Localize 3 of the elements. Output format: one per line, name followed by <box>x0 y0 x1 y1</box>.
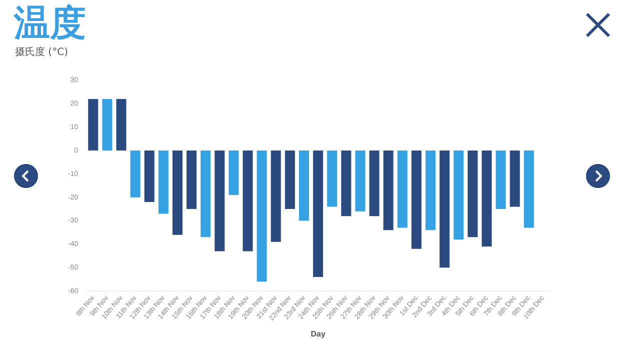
x-axis-title: Day <box>310 329 326 338</box>
chart-subtitle: 摄氏度 (°C) <box>15 46 68 59</box>
chart-title: 温度 <box>14 2 86 46</box>
